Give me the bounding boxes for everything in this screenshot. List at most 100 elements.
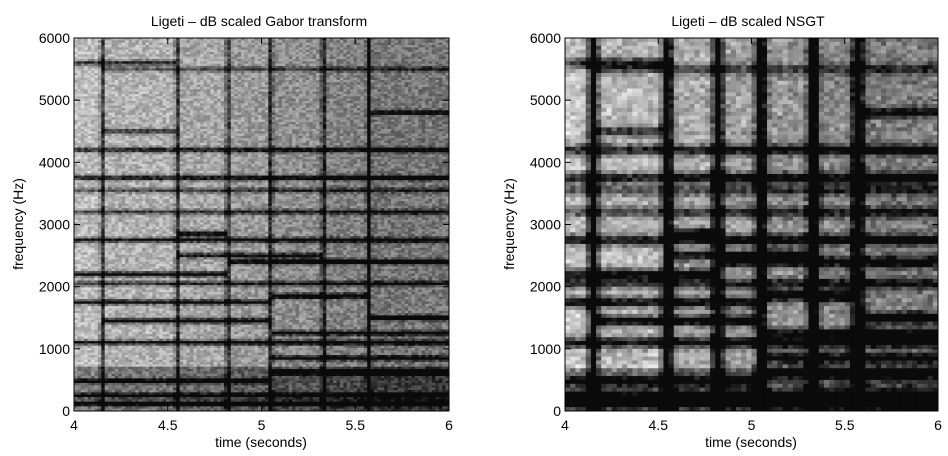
- spectrogram-cell: [258, 103, 262, 106]
- spectrogram-cell: [296, 82, 300, 85]
- spectrogram-cell: [217, 75, 221, 78]
- spectrogram-cell: [163, 54, 167, 57]
- spectrogram-cell: [142, 71, 146, 74]
- spectrogram-cell: [214, 108, 218, 111]
- spectrogram-cell: [248, 40, 252, 43]
- spectrogram-cell: [422, 141, 426, 144]
- spectrogram-cell: [146, 110, 150, 113]
- spectrogram-cell: [292, 99, 296, 102]
- spectrogram-cell: [122, 141, 126, 144]
- spectrogram-cell: [129, 50, 133, 53]
- spectrogram-cell: [313, 124, 317, 127]
- spectrogram-cell: [265, 82, 269, 85]
- spectrogram-cell: [180, 64, 184, 67]
- spectrogram-cell: [94, 117, 98, 120]
- spectrogram-cell: [388, 94, 392, 97]
- spectrogram-cell: [98, 82, 102, 85]
- spectrogram-cell: [442, 141, 446, 144]
- spectrogram-cell: [149, 94, 153, 97]
- spectrogram-cell: [265, 68, 269, 71]
- spectrogram-cell: [381, 43, 385, 46]
- spectrogram-cell: [296, 94, 300, 97]
- spectrogram-cell: [77, 122, 81, 125]
- spectrogram-cell: [214, 75, 218, 78]
- spectrogram-cell: [442, 40, 446, 43]
- spectrogram-cell: [381, 96, 385, 99]
- spectrogram-cell: [255, 103, 259, 106]
- spectrogram-cell: [180, 78, 184, 81]
- spectrogram-cell: [296, 127, 300, 130]
- spectrogram-cell: [142, 89, 146, 92]
- spectrogram-cell: [169, 129, 173, 132]
- spectrogram-cell: [333, 71, 337, 74]
- spectrogram-cell: [112, 40, 116, 43]
- spectrogram-cell: [401, 43, 405, 46]
- spectrogram-cell: [81, 73, 85, 76]
- spectrogram-cell: [425, 73, 429, 76]
- spectrogram-cell: [142, 124, 146, 127]
- spectrogram-cell: [214, 131, 218, 134]
- spectrogram-cell: [84, 85, 88, 88]
- spectrogram-cell: [343, 50, 347, 53]
- spectrogram-cell: [108, 129, 112, 132]
- spectrogram-cell: [180, 94, 184, 97]
- spectrogram-cell: [81, 45, 85, 48]
- spectrogram-cell: [159, 117, 163, 120]
- spectrogram-cell: [408, 131, 412, 134]
- spectrogram-cell: [135, 131, 139, 134]
- spectrogram-cell: [285, 141, 289, 144]
- spectrogram-cell: [129, 131, 133, 134]
- spectrogram-cell: [268, 124, 272, 127]
- spectrogram-cell: [306, 57, 310, 60]
- spectrogram-cell: [88, 59, 92, 62]
- spectrogram-cell: [101, 59, 105, 62]
- spectrogram-cell: [146, 89, 150, 92]
- spectrogram-cell: [285, 45, 289, 48]
- spectrogram-cell: [122, 52, 126, 55]
- spectrogram-cell: [302, 89, 306, 92]
- spectrogram-cell: [139, 99, 143, 102]
- spectrogram-cell: [360, 66, 364, 69]
- spectrogram-cell: [279, 45, 283, 48]
- spectrogram-cell: [200, 61, 204, 64]
- spectrogram-cell: [112, 113, 116, 116]
- spectrogram-cell: [381, 117, 385, 120]
- spectrogram-cell: [272, 136, 276, 139]
- spectrogram-cell: [176, 101, 180, 104]
- spectrogram-cell: [401, 87, 405, 90]
- spectrogram-cell: [405, 66, 409, 69]
- spectrogram-cell: [244, 45, 248, 48]
- spectrogram-cell: [435, 113, 439, 116]
- spectrogram-cell: [88, 68, 92, 71]
- spectrogram-cell: [265, 108, 269, 111]
- spectrogram-cell: [129, 73, 133, 76]
- spectrogram-cell: [439, 40, 443, 43]
- spectrogram-cell: [347, 129, 351, 132]
- spectrogram-cell: [326, 94, 330, 97]
- spectrogram-cell: [169, 136, 173, 139]
- spectrogram-cell: [244, 110, 248, 113]
- spectrogram-cell: [418, 82, 422, 85]
- spectrogram-cell: [408, 47, 412, 50]
- spectrogram-cell: [163, 82, 167, 85]
- spectrogram-cell: [251, 120, 255, 123]
- spectrogram-cell: [159, 68, 163, 71]
- spectrogram-cell: [251, 134, 255, 137]
- spectrogram-cell: [323, 66, 327, 69]
- spectrogram-cell: [319, 120, 323, 123]
- spectrogram-cell: [337, 61, 341, 64]
- spectrogram-cell: [432, 43, 436, 46]
- spectrogram-cell: [309, 127, 313, 130]
- spectrogram-cell: [214, 124, 218, 127]
- spectrogram-cell: [374, 75, 378, 78]
- spectrogram-cell: [391, 94, 395, 97]
- spectrogram-cell: [388, 99, 392, 102]
- spectrogram-cell: [265, 64, 269, 67]
- spectrogram-cell: [156, 117, 160, 120]
- spectrogram-cell: [282, 113, 286, 116]
- spectrogram-cell: [323, 80, 327, 83]
- spectrogram-cell: [316, 103, 320, 106]
- spectrogram-cell: [354, 59, 358, 62]
- spectrogram-cell: [152, 138, 156, 141]
- spectrogram-cell: [129, 136, 133, 139]
